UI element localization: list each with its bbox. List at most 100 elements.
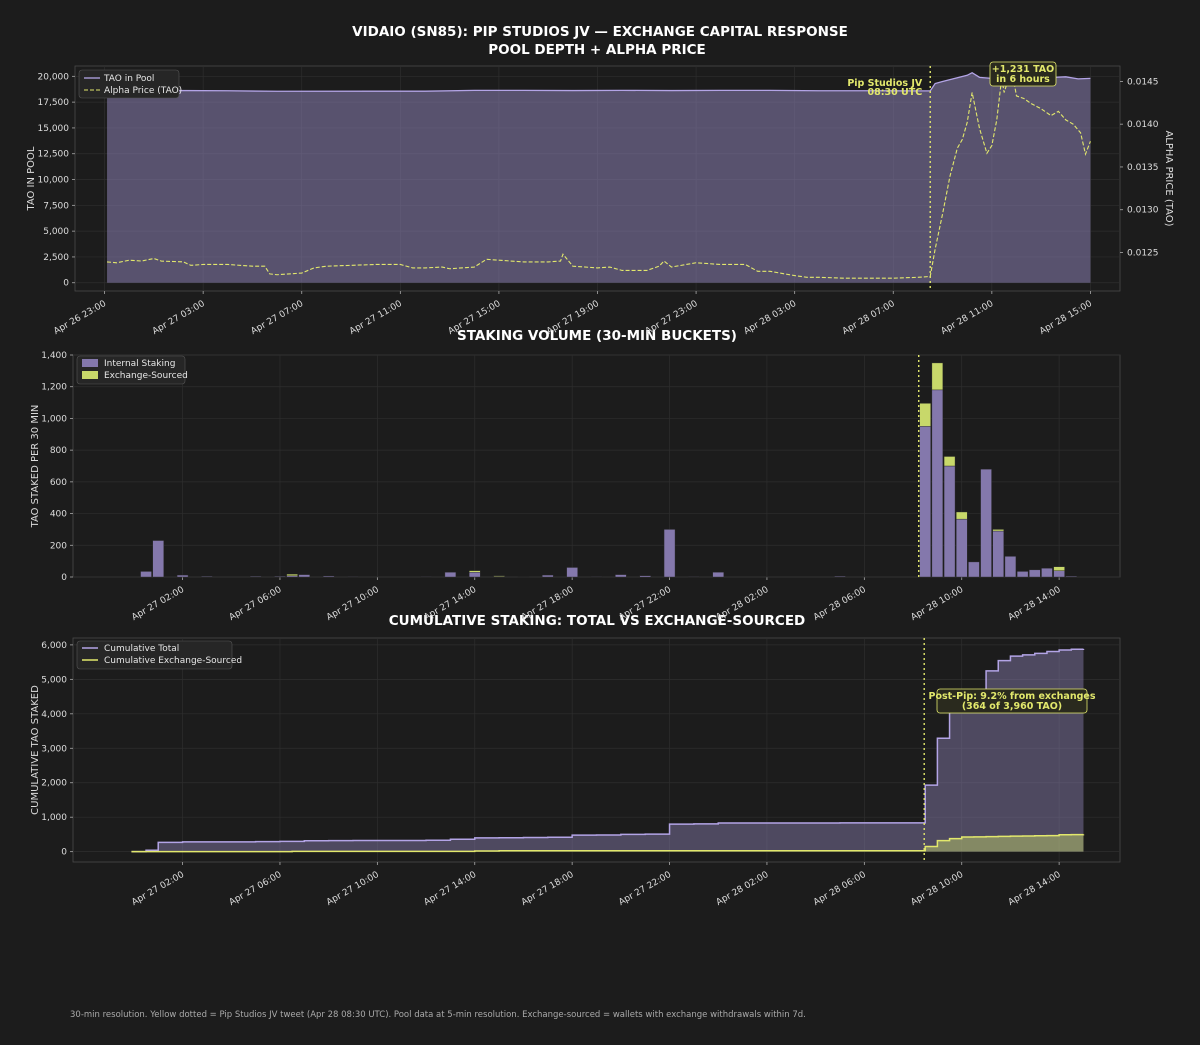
volume-legend-box <box>76 355 186 385</box>
cumulative-exchange-area <box>131 834 1084 852</box>
internal-staking-bar <box>566 567 578 578</box>
pool-chart: Apr 26 23:00 Apr 27 03:00 Apr 27 07:00 Apr … <box>26 61 1174 337</box>
internal-staking-bar <box>919 426 931 578</box>
internal-staking-bar <box>1041 568 1053 578</box>
cumulative-legend-box <box>76 640 233 670</box>
cumulative-annotation-line2: (364 of 3,960 TAO) <box>962 701 1062 712</box>
pool-annotation-box <box>989 61 1057 87</box>
internal-staking-bar <box>663 529 676 578</box>
event-label-time: 08:30 UTC <box>868 87 923 98</box>
exchange-sourced-bar <box>943 456 956 467</box>
internal-staking-bar <box>1004 556 1017 578</box>
pool-legend-box <box>78 69 180 99</box>
volume-legend-swatch-internal <box>82 359 98 367</box>
internal-staking-bar <box>469 572 481 578</box>
volume-y-tick-label: 1,200 <box>41 383 67 393</box>
volume-legend-label-exchange: Exchange-Sourced <box>104 371 188 381</box>
cumulative-annotation-line1: Post-Pip: 9.2% from exchanges <box>929 691 1096 702</box>
exchange-sourced-bar <box>931 362 944 391</box>
cumulative-y-tick-label: 0 <box>61 848 67 858</box>
internal-staking-bar <box>152 540 164 578</box>
pool-y-tick-label: 15,000 <box>38 124 70 134</box>
internal-staking-bar <box>931 389 944 578</box>
pool-y-tick-label: 5,000 <box>43 227 69 237</box>
cumulative-legend-label-total: Cumulative Total <box>104 644 179 654</box>
internal-staking-bar <box>1053 570 1065 578</box>
exchange-sourced-bar <box>956 511 968 520</box>
volume-legend-swatch-exchange <box>82 371 98 379</box>
internal-staking-bar <box>992 530 1004 578</box>
exchange-sourced-bar <box>469 570 481 573</box>
pool-chart-title: POOL DEPTH + ALPHA PRICE <box>488 42 706 58</box>
pool-y-tick-label: 7,500 <box>43 201 69 211</box>
volume-y-tick-label: 200 <box>50 541 67 551</box>
internal-staking-bar <box>956 518 968 578</box>
cumulative-y-axis-label: CUMULATIVE TAO STAKED <box>30 685 41 815</box>
cumulative-y-tick-label: 4,000 <box>41 710 67 720</box>
internal-staking-bar <box>176 574 189 578</box>
internal-staking-bar <box>1029 569 1041 578</box>
exchange-sourced-bar <box>992 529 1004 532</box>
pool-legend-label-tao: TAO in Pool <box>103 74 154 84</box>
internal-staking-bar <box>249 576 262 578</box>
pool-y-axis-label: TAO IN POOL <box>26 146 37 211</box>
cumulative-chart-title: CUMULATIVE STAKING: TOTAL VS EXCHANGE-SO… <box>389 613 806 629</box>
pool-y-tick-label: 20,000 <box>38 72 70 82</box>
pool-y-tick-label: 17,500 <box>38 98 70 108</box>
pool-y2-tick-label: 0.0145 <box>1127 77 1159 87</box>
pool-annotation-line1: +1,231 TAO <box>992 64 1055 75</box>
pool-y2-tick-label: 0.0140 <box>1127 120 1159 130</box>
internal-staking-bar <box>943 465 956 578</box>
internal-staking-bar <box>298 574 310 578</box>
cumulative-y-tick-label: 2,000 <box>41 779 67 789</box>
cumulative-y-tick-label: 6,000 <box>41 641 67 651</box>
pool-depth-area <box>107 72 1091 283</box>
pool-y-tick-label: 10,000 <box>38 176 70 186</box>
cumulative-annotation-box <box>936 688 1088 714</box>
volume-y-tick-label: 800 <box>50 446 67 456</box>
cumulative-total-area <box>131 649 1084 852</box>
cumulative-legend-label-exchange: Cumulative Exchange-Sourced <box>104 656 242 666</box>
volume-y-tick-label: 400 <box>50 510 67 520</box>
internal-staking-bar <box>201 576 213 578</box>
footer-note: 30-min resolution. Yellow dotted = Pip S… <box>70 1010 806 1020</box>
internal-staking-bar <box>980 468 992 578</box>
figure-title: VIDAIO (SN85): PIP STUDIOS JV — EXCHANGE… <box>352 24 848 40</box>
internal-staking-bar <box>274 576 286 578</box>
internal-staking-bar <box>1065 576 1077 578</box>
cumulative-y-tick-label: 1,000 <box>41 813 67 823</box>
volume-y-tick-label: 0 <box>61 573 67 583</box>
pool-annotation-line2: in 6 hours <box>996 74 1050 85</box>
pool-y2-axis-label: ALPHA PRICE (TAO) <box>1163 130 1174 226</box>
volume-y-axis-label: TAO STAKED PER 30 MIN <box>30 405 41 529</box>
event-label-title: Pip Studios JV <box>847 78 923 89</box>
internal-staking-bar <box>712 572 724 578</box>
pool-y-tick-label: 12,500 <box>38 150 70 160</box>
pool-y-tick-label: 0 <box>63 279 69 289</box>
volume-chart-title: STAKING VOLUME (30-MIN BUCKETS) <box>457 328 737 344</box>
cumulative-y-tick-label: 3,000 <box>41 744 67 754</box>
exchange-sourced-bar <box>286 573 298 576</box>
internal-staking-bar <box>639 575 651 578</box>
cumulative-exchange-line <box>131 833 1085 853</box>
internal-staking-bar <box>444 572 457 578</box>
internal-staking-bar <box>1016 571 1029 578</box>
internal-staking-bar <box>968 561 980 578</box>
pool-legend-label-price: Alpha Price (TAO) <box>104 86 182 96</box>
volume-y-tick-label: 1,400 <box>41 351 67 361</box>
exchange-sourced-bar <box>1053 566 1065 571</box>
pool-y2-tick-label: 0.0130 <box>1127 206 1159 216</box>
pool-y-tick-label: 2,500 <box>43 253 69 263</box>
cumulative-y-tick-label: 5,000 <box>41 675 67 685</box>
exchange-sourced-bar <box>493 575 505 577</box>
internal-staking-bar <box>322 575 335 578</box>
internal-staking-bar <box>834 576 846 578</box>
internal-staking-bar <box>542 574 554 578</box>
volume-legend-label-internal: Internal Staking <box>104 359 175 369</box>
internal-staking-bar <box>615 574 627 578</box>
alpha-price-line <box>106 68 1091 279</box>
pool-y2-tick-label: 0.0135 <box>1127 163 1159 173</box>
volume-y-tick-label: 600 <box>50 478 67 488</box>
pool-y2-tick-label: 0.0125 <box>1127 249 1159 259</box>
